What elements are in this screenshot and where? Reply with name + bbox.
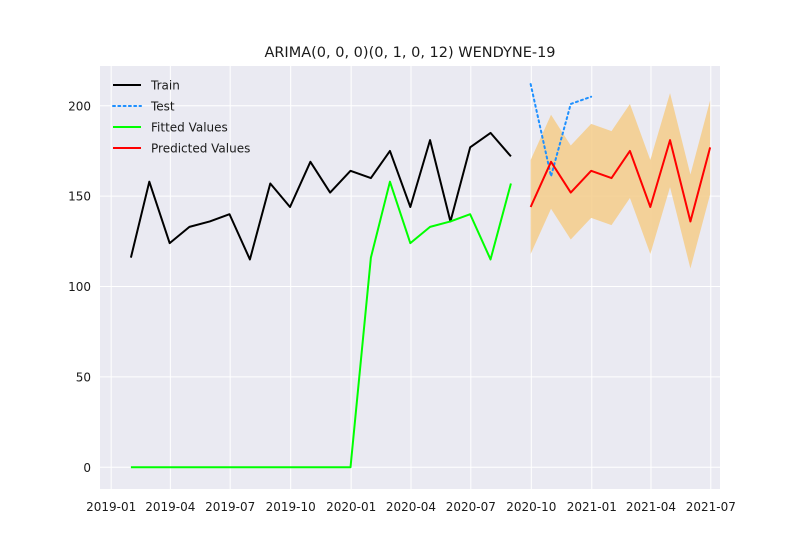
y-tick-label: 50 [76, 370, 91, 384]
x-tick-label: 2019-01 [86, 500, 136, 514]
legend-label: Predicted Values [151, 142, 250, 156]
legend-label: Fitted Values [151, 121, 228, 135]
series-line-train [129, 131, 512, 261]
chart-title: ARIMA(0, 0, 0)(0, 1, 0, 12) WENDYNE-19 [264, 45, 555, 61]
x-tick-label: 2020-01 [326, 500, 376, 514]
y-tick-label: 150 [68, 190, 91, 204]
x-tick-label: 2019-07 [205, 500, 255, 514]
x-tick-label: 2021-01 [567, 500, 617, 514]
series-line-test [529, 83, 593, 178]
legend: Train Test Fitted Values Predicted Values [112, 79, 250, 156]
x-tick-label: 2019-10 [266, 500, 316, 514]
x-tick-label: 2020-10 [506, 500, 556, 514]
legend-label: Train [150, 79, 180, 93]
confidence-band-area [530, 93, 711, 269]
y-tick-label: 0 [83, 461, 91, 475]
x-axis: 2019-01 2019-04 2019-07 2019-10 2020-01 2020-… [86, 500, 736, 514]
y-axis: 0 50 100 150 200 [68, 99, 91, 475]
x-tick-label: 2020-07 [446, 500, 496, 514]
x-tick-label: 2019-04 [145, 500, 195, 514]
y-tick-label: 200 [68, 99, 91, 113]
confidence-band [530, 93, 711, 269]
series-line-fitted-values [130, 180, 512, 469]
legend-label: Test [150, 100, 175, 114]
x-tick-label: 2021-04 [626, 500, 676, 514]
x-tick-label: 2020-04 [386, 500, 436, 514]
y-tick-label: 100 [68, 280, 91, 294]
series-line-predicted-values [529, 139, 712, 223]
x-tick-label: 2021-07 [686, 500, 736, 514]
series-lines [129, 83, 712, 469]
